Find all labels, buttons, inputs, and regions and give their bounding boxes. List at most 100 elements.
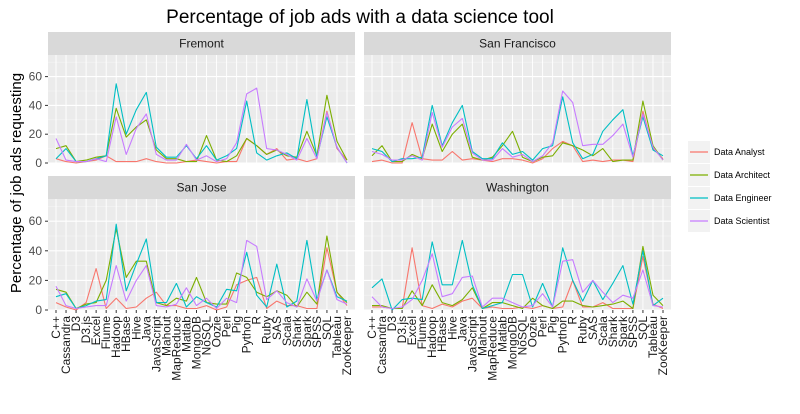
series-line-data-architect bbox=[372, 245, 664, 310]
x-tick-label: SPSS bbox=[626, 316, 640, 348]
series-line-data-engineer bbox=[371, 239, 664, 311]
x-tick-label: HBase bbox=[119, 316, 133, 352]
x-tick-label: Pig bbox=[546, 316, 560, 333]
x-tick-label: Cassandra bbox=[59, 316, 73, 374]
x-tick-label: Oozie bbox=[526, 316, 540, 348]
series-line-data-scientist bbox=[371, 90, 664, 163]
x-tick-label: JavaScript bbox=[465, 315, 479, 372]
x-tick-label: Hive bbox=[445, 316, 459, 340]
series-line-data-analyst bbox=[372, 247, 664, 310]
x-tick-label: D3 bbox=[69, 316, 83, 332]
x-axis-washington: C++CassandraD3D3.jsExcelFlumeHadoopHBase… bbox=[365, 310, 670, 381]
x-tick-label: SAS bbox=[270, 316, 284, 340]
x-tick-label: SAS bbox=[586, 316, 600, 340]
x-tick-label: ZooKeeper bbox=[340, 316, 354, 375]
x-tick-label: Hive bbox=[129, 316, 143, 340]
x-tick-label: Excel bbox=[405, 316, 419, 345]
x-tick-label: Hadoop bbox=[109, 316, 123, 358]
x-axis-san-jose: C++CassandraD3D3.jsExcelFlumeHadoopHBase… bbox=[49, 310, 354, 381]
y-tick-label: 60 bbox=[29, 214, 43, 228]
chart-title: Percentage of job ads with a data scienc… bbox=[166, 7, 554, 28]
x-tick-label: NoSQL bbox=[516, 316, 530, 356]
x-tick-label: MongoDB bbox=[189, 316, 203, 369]
legend-label: Data Analyst bbox=[714, 147, 765, 157]
legend-label: Data Scientist bbox=[714, 216, 770, 226]
facet-strip bbox=[48, 32, 355, 55]
plot-background bbox=[48, 199, 355, 310]
y-tick-label: 0 bbox=[35, 156, 42, 170]
series-line-data-analyst bbox=[55, 247, 348, 311]
x-tick-label: Mahout bbox=[159, 315, 173, 356]
x-tick-label: Java bbox=[455, 316, 469, 342]
x-tick-label: Matlab bbox=[495, 316, 509, 352]
x-tick-label: Ruby bbox=[260, 316, 274, 344]
legend-label: Data Architect bbox=[714, 170, 771, 180]
x-tick-label: Scala bbox=[596, 316, 610, 346]
x-tick-label: Scala bbox=[280, 316, 294, 346]
x-tick-label: SPSS bbox=[310, 316, 324, 348]
x-tick-label: Spark bbox=[616, 315, 630, 347]
x-tick-label: Matlab bbox=[179, 316, 193, 352]
x-tick-label: Perl bbox=[536, 316, 550, 337]
x-tick-label: MapReduce bbox=[485, 316, 499, 381]
x-tick-label: ZooKeeper bbox=[656, 316, 670, 375]
legend-item-data-architect: Data Architect bbox=[688, 164, 771, 186]
x-tick-label: C++ bbox=[49, 316, 63, 339]
x-tick-label: Tableau bbox=[330, 316, 344, 358]
x-tick-label: Pig bbox=[230, 316, 244, 333]
x-tick-label: SQL bbox=[636, 316, 650, 340]
y-axis-label: Percentage of job ads requesting bbox=[8, 73, 25, 293]
x-tick-label: Python bbox=[556, 316, 570, 353]
x-tick-label: R bbox=[250, 316, 264, 325]
series-line-data-scientist bbox=[55, 87, 348, 164]
series-line-data-architect bbox=[55, 228, 348, 310]
x-tick-label: Hadoop bbox=[425, 316, 439, 358]
panel-san-francisco: San Francisco bbox=[364, 32, 671, 164]
series-line-data-scientist bbox=[371, 253, 664, 310]
x-tick-label: HBase bbox=[435, 316, 449, 352]
x-tick-label: R bbox=[566, 316, 580, 325]
facet-strip bbox=[48, 176, 355, 199]
legend: Data Analyst Data Architect Data Engineer D… bbox=[686, 140, 784, 234]
x-axes: C++CassandraD3D3.jsExcelFlumeHadoopHBase… bbox=[49, 310, 670, 381]
series-line-data-engineer bbox=[55, 83, 348, 164]
facet-strip bbox=[364, 176, 671, 199]
x-tick-label: Flume bbox=[99, 316, 113, 350]
x-tick-label: Python bbox=[240, 316, 254, 353]
panel-fremont: Fremont 0 20 40 60 bbox=[29, 32, 355, 170]
plot-background bbox=[364, 199, 671, 310]
series-line-data-engineer bbox=[371, 96, 664, 163]
x-tick-label: Perl bbox=[220, 316, 234, 337]
facet-strip bbox=[364, 32, 671, 55]
x-tick-label: Excel bbox=[89, 316, 103, 345]
x-tick-label: Cassandra bbox=[375, 316, 389, 374]
plot-background bbox=[364, 55, 671, 163]
x-tick-label: D3.js bbox=[79, 316, 93, 343]
y-tick-label: 40 bbox=[29, 244, 43, 258]
legend-label: Data Engineer bbox=[714, 193, 772, 203]
panels: Fremont 0 20 40 60 San Francisco San Jose 0 20 40… bbox=[29, 32, 671, 317]
facet-label: San Francisco bbox=[479, 37, 556, 51]
legend-item-data-engineer: Data Engineer bbox=[688, 187, 772, 209]
facet-label: San Jose bbox=[176, 181, 226, 195]
x-tick-label: Spark bbox=[300, 315, 314, 347]
x-tick-label: Ruby bbox=[576, 316, 590, 344]
x-tick-label: NoSQL bbox=[200, 316, 214, 356]
x-tick-label: Shark bbox=[290, 315, 304, 347]
x-tick-label: Shark bbox=[606, 315, 620, 347]
x-tick-label: Java bbox=[139, 316, 153, 342]
series-line-data-engineer bbox=[55, 223, 348, 310]
y-tick-label: 20 bbox=[29, 127, 43, 141]
facet-label: Washington bbox=[486, 181, 549, 195]
x-tick-label: MongoDB bbox=[505, 316, 519, 369]
x-tick-label: D3.js bbox=[395, 316, 409, 343]
y-tick-label: 60 bbox=[29, 70, 43, 84]
x-tick-label: D3 bbox=[385, 316, 399, 332]
x-tick-label: Oozie bbox=[210, 316, 224, 348]
facet-label: Fremont bbox=[179, 37, 224, 51]
legend-item-data-scientist: Data Scientist bbox=[688, 210, 770, 232]
y-tick-label: 40 bbox=[29, 98, 43, 112]
x-tick-label: Flume bbox=[415, 316, 429, 350]
legend-item-data-analyst: Data Analyst bbox=[688, 141, 765, 163]
